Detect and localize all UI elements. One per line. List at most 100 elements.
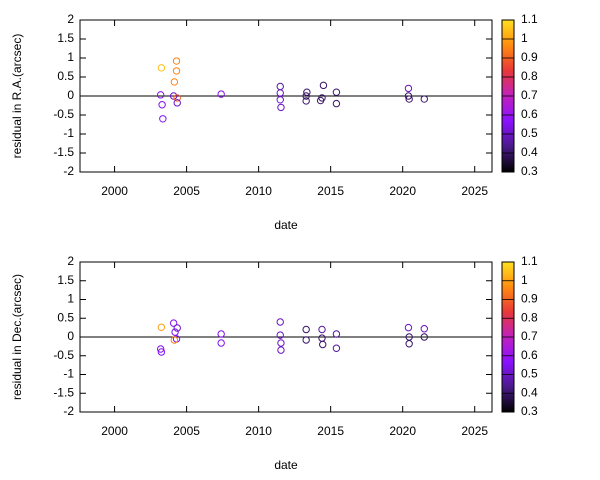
colorbar-tick-label: 1.1 <box>521 254 538 268</box>
point <box>404 92 413 100</box>
point <box>319 340 327 349</box>
y-axis-label: residual in Dec.(arcsec) <box>10 274 24 400</box>
point <box>217 90 225 98</box>
x-tick-label: 2020 <box>389 424 416 438</box>
point <box>172 67 181 75</box>
colorbar-tick-label: 0.3 <box>521 164 538 178</box>
colorbar-tick-label: 1 <box>521 31 528 45</box>
point <box>276 82 284 91</box>
point <box>318 334 326 342</box>
point <box>420 325 428 333</box>
point <box>405 95 413 103</box>
x-tick-label: 2015 <box>317 184 344 198</box>
point <box>169 92 178 100</box>
colorbar-tick-label: 0.8 <box>521 69 538 83</box>
x-tick-label: 2025 <box>461 424 488 438</box>
point <box>276 96 284 104</box>
point <box>276 318 284 326</box>
point <box>171 328 179 336</box>
point <box>156 345 165 353</box>
point <box>217 339 225 347</box>
point <box>420 95 428 103</box>
y-tick-label: 0 <box>67 329 74 343</box>
point <box>170 78 179 86</box>
point <box>303 88 311 96</box>
y-tick-label: 1.5 <box>57 31 74 45</box>
colorbar-tick-label: 0.5 <box>521 367 538 381</box>
y-tick-label: -2 <box>63 404 74 418</box>
x-tick-label: 2015 <box>317 424 344 438</box>
point <box>404 323 413 332</box>
x-axis-label: date <box>274 458 298 472</box>
point <box>157 323 166 331</box>
point <box>276 331 284 339</box>
x-tick-label: 2010 <box>245 184 272 198</box>
point <box>332 99 341 108</box>
colorbar-tick-label: 1 <box>521 273 528 287</box>
point <box>277 339 285 347</box>
y-tick-label: -1.5 <box>53 385 74 399</box>
y-tick-label: -1 <box>63 367 74 381</box>
point <box>302 97 310 105</box>
point <box>302 336 310 344</box>
y-axis-label: residual in R.A.(arcsec) <box>10 34 24 159</box>
colorbar-tick-label: 1.1 <box>521 12 538 26</box>
point <box>172 57 181 65</box>
x-tick-label: 2005 <box>173 184 200 198</box>
x-tick-label: 2025 <box>461 184 488 198</box>
point <box>332 88 341 96</box>
y-tick-label: -2 <box>63 164 74 178</box>
y-tick-label: 2 <box>67 12 74 26</box>
point <box>156 91 165 99</box>
point <box>169 319 178 327</box>
point <box>405 340 413 348</box>
y-tick-label: 1.5 <box>57 273 74 287</box>
y-tick-label: 1 <box>67 50 74 64</box>
colorbar-tick-label: 0.4 <box>521 385 538 399</box>
colorbar-tick-label: 0.3 <box>521 404 538 418</box>
colorbar-tick-label: 0.6 <box>521 107 538 121</box>
y-tick-label: 1 <box>67 292 74 306</box>
point <box>217 330 225 338</box>
point <box>157 64 166 72</box>
point <box>159 115 167 123</box>
point <box>404 84 413 93</box>
y-tick-label: -1 <box>63 126 74 140</box>
point <box>318 325 326 334</box>
point <box>319 81 328 90</box>
x-tick-label: 2000 <box>101 424 128 438</box>
point <box>158 101 166 109</box>
x-tick-label: 2005 <box>173 424 200 438</box>
colorbar-tick-label: 0.8 <box>521 310 538 324</box>
y-tick-label: -0.5 <box>53 348 74 362</box>
colorbar-tick-label: 0.6 <box>521 348 538 362</box>
colorbar-tick-label: 0.4 <box>521 145 538 159</box>
point <box>316 96 325 105</box>
y-tick-label: -1.5 <box>53 145 74 159</box>
colorbar-tick-label: 0.9 <box>521 50 538 64</box>
point <box>332 330 341 338</box>
x-tick-label: 2020 <box>389 184 416 198</box>
y-tick-label: -0.5 <box>53 107 74 121</box>
point <box>170 336 179 344</box>
y-tick-label: 0 <box>67 88 74 102</box>
point <box>173 324 181 332</box>
point <box>173 94 181 102</box>
y-tick-label: 0.5 <box>57 69 74 83</box>
point <box>277 103 285 112</box>
point <box>277 346 285 354</box>
colorbar-tick-label: 0.7 <box>521 329 538 343</box>
point <box>332 344 341 352</box>
colorbar-tick-label: 0.9 <box>521 292 538 306</box>
x-axis-label: date <box>274 218 298 232</box>
x-tick-label: 2000 <box>101 184 128 198</box>
colorbar-tick-label: 0.5 <box>521 126 538 140</box>
x-tick-label: 2010 <box>245 424 272 438</box>
point <box>302 92 310 100</box>
y-tick-label: 2 <box>67 254 74 268</box>
point <box>420 333 428 341</box>
point <box>302 325 310 334</box>
colorbar-tick-label: 0.7 <box>521 88 538 102</box>
point <box>276 89 284 97</box>
